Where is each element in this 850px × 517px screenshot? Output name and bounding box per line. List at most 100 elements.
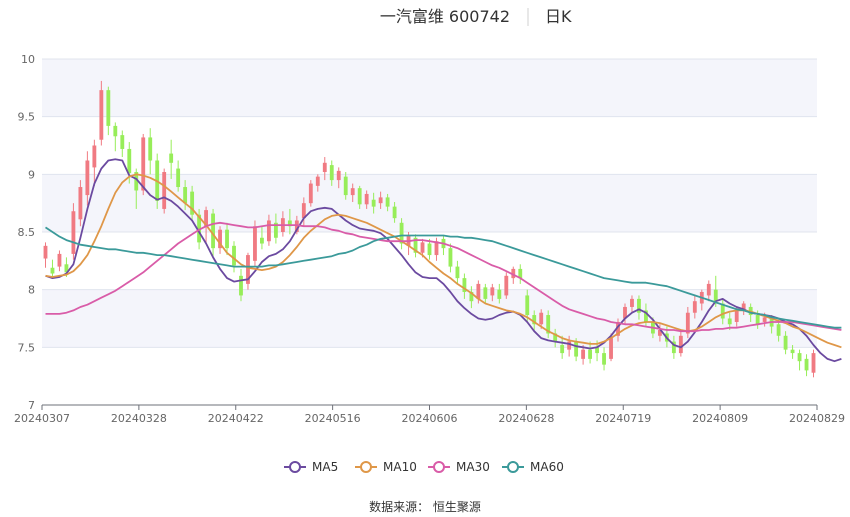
candle-body — [783, 335, 788, 350]
candle — [630, 295, 634, 313]
legend-item-ma10[interactable]: MA10 — [355, 460, 417, 474]
candle-body — [811, 353, 816, 373]
candle-body — [692, 301, 697, 313]
legend-marker — [289, 461, 301, 473]
ma5-line — [45, 158, 842, 363]
candle — [134, 168, 139, 209]
candle-body — [525, 295, 530, 316]
candle-body — [99, 90, 104, 140]
candle-body — [706, 283, 711, 296]
candle-body — [253, 226, 257, 261]
candle-body — [43, 245, 48, 259]
candle-body — [301, 203, 306, 219]
candle-body — [392, 206, 397, 219]
candle — [455, 260, 460, 284]
legend-item-ma30[interactable]: MA30 — [428, 460, 490, 474]
candle-body — [762, 317, 767, 322]
candle — [315, 174, 320, 192]
candle — [783, 331, 788, 355]
x-tick-label: 20240809 — [692, 412, 748, 425]
candle — [637, 295, 641, 320]
y-tick-label: 9.5 — [18, 111, 36, 124]
candle-body — [483, 287, 488, 299]
candle — [85, 151, 90, 206]
candle-body — [797, 353, 802, 362]
candle-body — [385, 197, 390, 207]
candle — [71, 203, 76, 260]
legend-item-ma5[interactable]: MA5 — [284, 460, 338, 474]
background-band — [42, 59, 817, 117]
candle — [322, 157, 327, 181]
y-tick-label: 9 — [28, 168, 35, 181]
candle-body — [176, 168, 181, 188]
candle — [329, 160, 334, 186]
candle — [518, 264, 523, 284]
candle — [546, 310, 551, 339]
candle — [413, 234, 418, 258]
candle-body — [190, 191, 195, 215]
candle-body — [329, 165, 334, 181]
candle-body — [567, 341, 572, 350]
candle-body — [211, 213, 215, 249]
ma60-line — [45, 226, 842, 329]
candle-body — [504, 275, 509, 296]
candle-body — [553, 333, 558, 342]
candle — [504, 272, 509, 299]
candle — [50, 259, 55, 279]
candle-body — [343, 176, 348, 196]
candle-body — [476, 283, 481, 299]
candle — [657, 324, 662, 342]
candle — [804, 354, 809, 377]
candle-body — [134, 172, 139, 191]
candle-body — [448, 248, 453, 267]
candle — [385, 193, 390, 212]
candle-body — [308, 183, 313, 204]
candles — [43, 80, 816, 378]
legend-item-ma60[interactable]: MA60 — [502, 460, 564, 474]
candle-body — [609, 338, 613, 359]
candle — [469, 286, 474, 309]
y-tick-label: 8.5 — [18, 226, 36, 239]
x-tick-label: 20240307 — [14, 412, 70, 425]
candle-body — [197, 214, 202, 243]
candle-body — [720, 303, 725, 319]
candle — [308, 180, 313, 207]
candle — [399, 218, 404, 250]
y-axis-ticks: 10 9.5 9 8.5 8 7.5 7 — [18, 53, 36, 412]
candle-body — [85, 160, 90, 196]
candle-body — [671, 341, 676, 354]
candle — [336, 167, 341, 189]
candle — [797, 349, 802, 371]
candle-body — [315, 176, 320, 186]
data-source: 数据来源： 恒生聚源 — [369, 499, 481, 514]
candle — [260, 226, 264, 250]
candle-body — [455, 266, 460, 279]
candle — [190, 185, 195, 221]
candle — [57, 250, 62, 272]
candle-body — [727, 318, 732, 325]
candle-body — [204, 210, 208, 227]
background-band — [42, 174, 817, 232]
candle-body — [644, 310, 648, 322]
candle-body — [232, 245, 236, 266]
candle-body — [462, 278, 467, 292]
chart-period[interactable]: 日K — [545, 7, 572, 26]
candle-body — [490, 287, 495, 296]
candle-body — [469, 291, 474, 302]
candle — [218, 226, 222, 254]
x-tick-label: 20240516 — [305, 412, 361, 425]
candle — [567, 335, 572, 357]
candle-body — [741, 303, 746, 311]
candle-body — [630, 298, 634, 307]
candle-body — [595, 347, 599, 354]
candle — [490, 283, 495, 302]
candle-body — [546, 315, 551, 334]
candle-body — [273, 222, 278, 238]
candle — [266, 214, 271, 246]
candle — [602, 347, 606, 371]
candle — [301, 197, 306, 227]
candle-body — [588, 349, 593, 359]
candle-body — [755, 315, 760, 325]
legend-label: MA30 — [456, 460, 490, 474]
